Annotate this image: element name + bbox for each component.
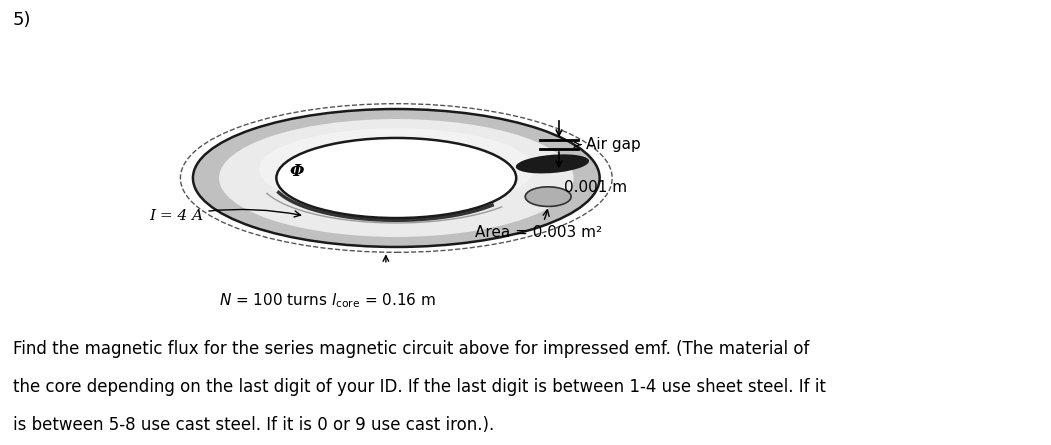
Ellipse shape [219, 119, 574, 237]
Ellipse shape [516, 154, 590, 174]
Text: 0.001 m: 0.001 m [564, 180, 627, 195]
Text: $N$ = 100 turns $l_\mathrm{core}$ = 0.16 m: $N$ = 100 turns $l_\mathrm{core}$ = 0.16… [219, 291, 436, 310]
Ellipse shape [259, 128, 534, 210]
Ellipse shape [276, 138, 516, 218]
Circle shape [526, 187, 571, 206]
Text: Area = 0.003 m²: Area = 0.003 m² [474, 210, 601, 240]
Text: Find the magnetic flux for the series magnetic circuit above for impressed emf. : Find the magnetic flux for the series ma… [13, 340, 809, 358]
Text: I = 4 A: I = 4 A [149, 209, 301, 223]
Ellipse shape [193, 109, 600, 247]
Text: Φ: Φ [290, 163, 305, 180]
Ellipse shape [276, 138, 516, 218]
Text: 5): 5) [13, 11, 32, 29]
Text: the core depending on the last digit of your ID. If the last digit is between 1-: the core depending on the last digit of … [13, 378, 825, 396]
Text: is between 5-8 use cast steel. If it is 0 or 9 use cast iron.).: is between 5-8 use cast steel. If it is … [13, 416, 494, 434]
Text: Air gap: Air gap [586, 137, 641, 152]
